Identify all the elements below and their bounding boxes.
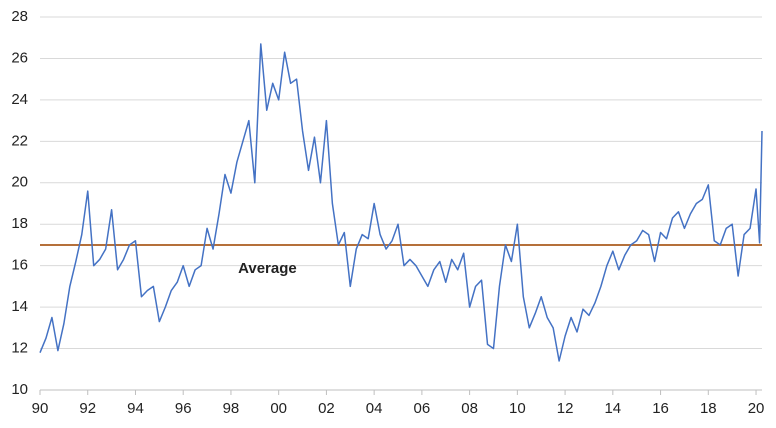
y-tick-label: 12: [11, 340, 28, 357]
x-tick-label: 04: [366, 400, 383, 417]
data-line: [39, 43, 763, 362]
x-tick-label: 10: [509, 400, 526, 417]
x-tick-label: 90: [32, 400, 49, 417]
x-tick-label: 00: [270, 400, 287, 417]
y-tick-label: 28: [11, 8, 28, 25]
y-tick-label: 16: [11, 257, 28, 274]
y-tick-label: 24: [11, 91, 28, 108]
x-tick-label: 16: [652, 400, 669, 417]
x-tick-label: 02: [318, 400, 335, 417]
y-tick-label: 10: [11, 381, 28, 398]
y-tick-label: 26: [11, 49, 28, 66]
x-tick-label: 98: [223, 400, 240, 417]
average-label: Average: [238, 260, 297, 277]
x-tick-label: 18: [700, 400, 717, 417]
x-tick-label: 96: [175, 400, 192, 417]
y-tick-label: 14: [11, 298, 28, 315]
x-tick-label: 20: [748, 400, 765, 417]
x-tick-label: 94: [127, 400, 144, 417]
x-tick-label: 12: [557, 400, 574, 417]
y-tick-label: 18: [11, 215, 28, 232]
x-tick-label: 06: [414, 400, 431, 417]
y-tick-label: 22: [11, 132, 28, 149]
x-tick-label: 14: [604, 400, 621, 417]
y-tick-label: 20: [11, 174, 28, 191]
x-tick-label: 08: [461, 400, 478, 417]
x-tick-label: 92: [79, 400, 96, 417]
